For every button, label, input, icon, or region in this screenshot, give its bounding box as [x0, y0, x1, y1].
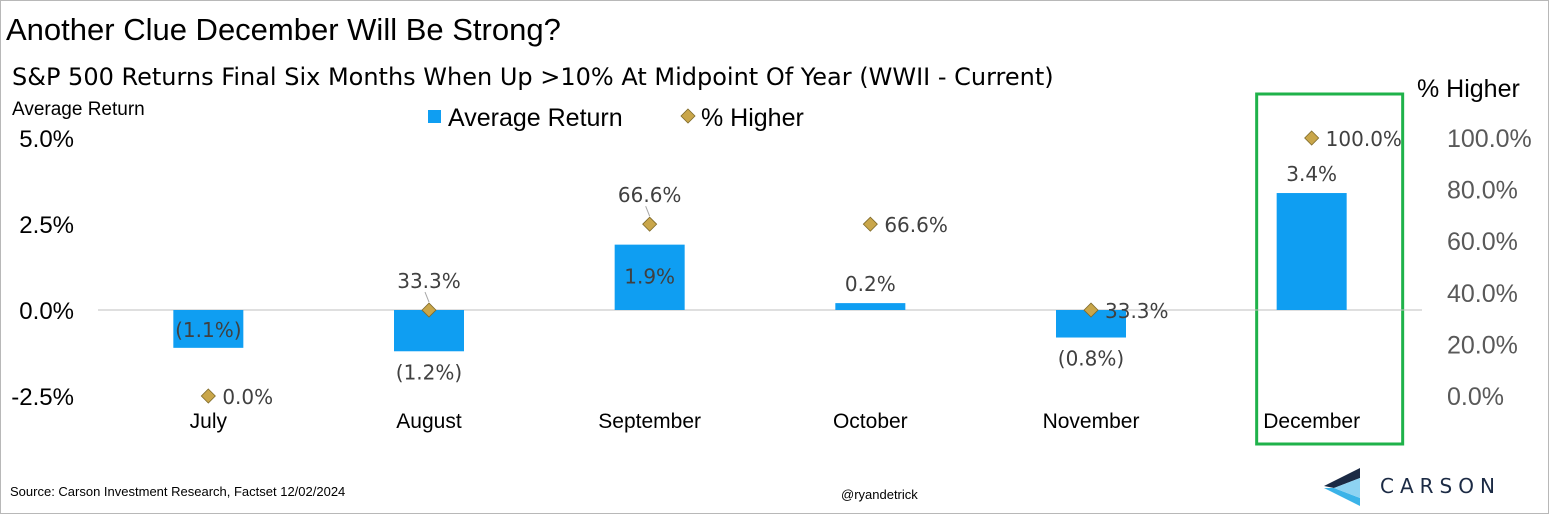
category-label: October [833, 410, 908, 433]
bar-data-label: 1.9% [624, 265, 675, 289]
marker-label-leader [424, 291, 430, 303]
bar-average-return-december [1276, 193, 1347, 310]
chart-title: Another Clue December Will Be Strong? [6, 12, 561, 47]
category-label: December [1263, 410, 1360, 433]
marker-data-label: 66.6% [618, 183, 682, 207]
left-axis-title: Average Return [12, 99, 145, 120]
marker-data-label: 66.6% [884, 213, 948, 237]
marker-data-label: 100.0% [1326, 127, 1402, 151]
bar-data-label: (0.8%) [1058, 347, 1124, 371]
right-axis-tick-label: 0.0% [1447, 383, 1504, 411]
highlight-box [1255, 92, 1405, 446]
logo-text: CARSON [1380, 474, 1501, 498]
category-label: November [1043, 410, 1140, 433]
legend-marker-percent-higher [680, 108, 696, 124]
bar-data-label: 3.4% [1286, 162, 1337, 186]
category-label: July [190, 410, 228, 433]
bar-average-return-september [614, 244, 685, 310]
marker-percent-higher-september [642, 216, 658, 232]
bar-data-label: (1.2%) [396, 360, 462, 384]
carson-logo: CARSON [1324, 466, 1534, 508]
right-axis-tick-label: 100.0% [1447, 125, 1532, 153]
author-handle: @ryandetrick [841, 487, 918, 502]
right-axis-tick-label: 60.0% [1447, 228, 1518, 256]
right-axis-tick-label: 20.0% [1447, 331, 1518, 359]
marker-percent-higher-december [1304, 130, 1320, 146]
marker-label-leader [645, 205, 651, 217]
bar-average-return-july [173, 310, 244, 348]
bar-average-return-october [835, 303, 906, 310]
bar-data-label: (1.1%) [175, 318, 241, 342]
legend-label-average-return: Average Return [448, 104, 623, 132]
legend-swatch-average-return [428, 110, 441, 123]
right-axis-tick-label: 40.0% [1447, 280, 1518, 308]
left-axis-tick-label: 0.0% [19, 298, 74, 325]
left-axis-tick-label: 5.0% [19, 126, 74, 153]
marker-percent-higher-july [200, 388, 216, 404]
marker-percent-higher-november [1083, 302, 1099, 318]
left-axis-tick-label: 2.5% [19, 212, 74, 239]
chart-subtitle: S&P 500 Returns Final Six Months When Up… [12, 63, 1054, 91]
category-label: September [598, 410, 701, 433]
marker-data-label: 0.0% [222, 385, 273, 409]
source-note: Source: Carson Investment Research, Fact… [10, 484, 346, 499]
marker-data-label: 33.3% [1105, 299, 1169, 323]
left-axis-tick-label: -2.5% [11, 384, 74, 411]
marker-percent-higher-august [421, 302, 437, 318]
carson-chevron-logo-icon [1324, 468, 1360, 506]
category-label: August [396, 410, 462, 433]
right-axis-title: % Higher [1417, 75, 1520, 103]
right-axis-tick-label: 80.0% [1447, 177, 1518, 205]
legend-label-percent-higher: % Higher [701, 104, 804, 132]
marker-percent-higher-october [862, 216, 878, 232]
marker-data-label: 33.3% [397, 269, 461, 293]
bar-data-label: 0.2% [845, 272, 896, 296]
